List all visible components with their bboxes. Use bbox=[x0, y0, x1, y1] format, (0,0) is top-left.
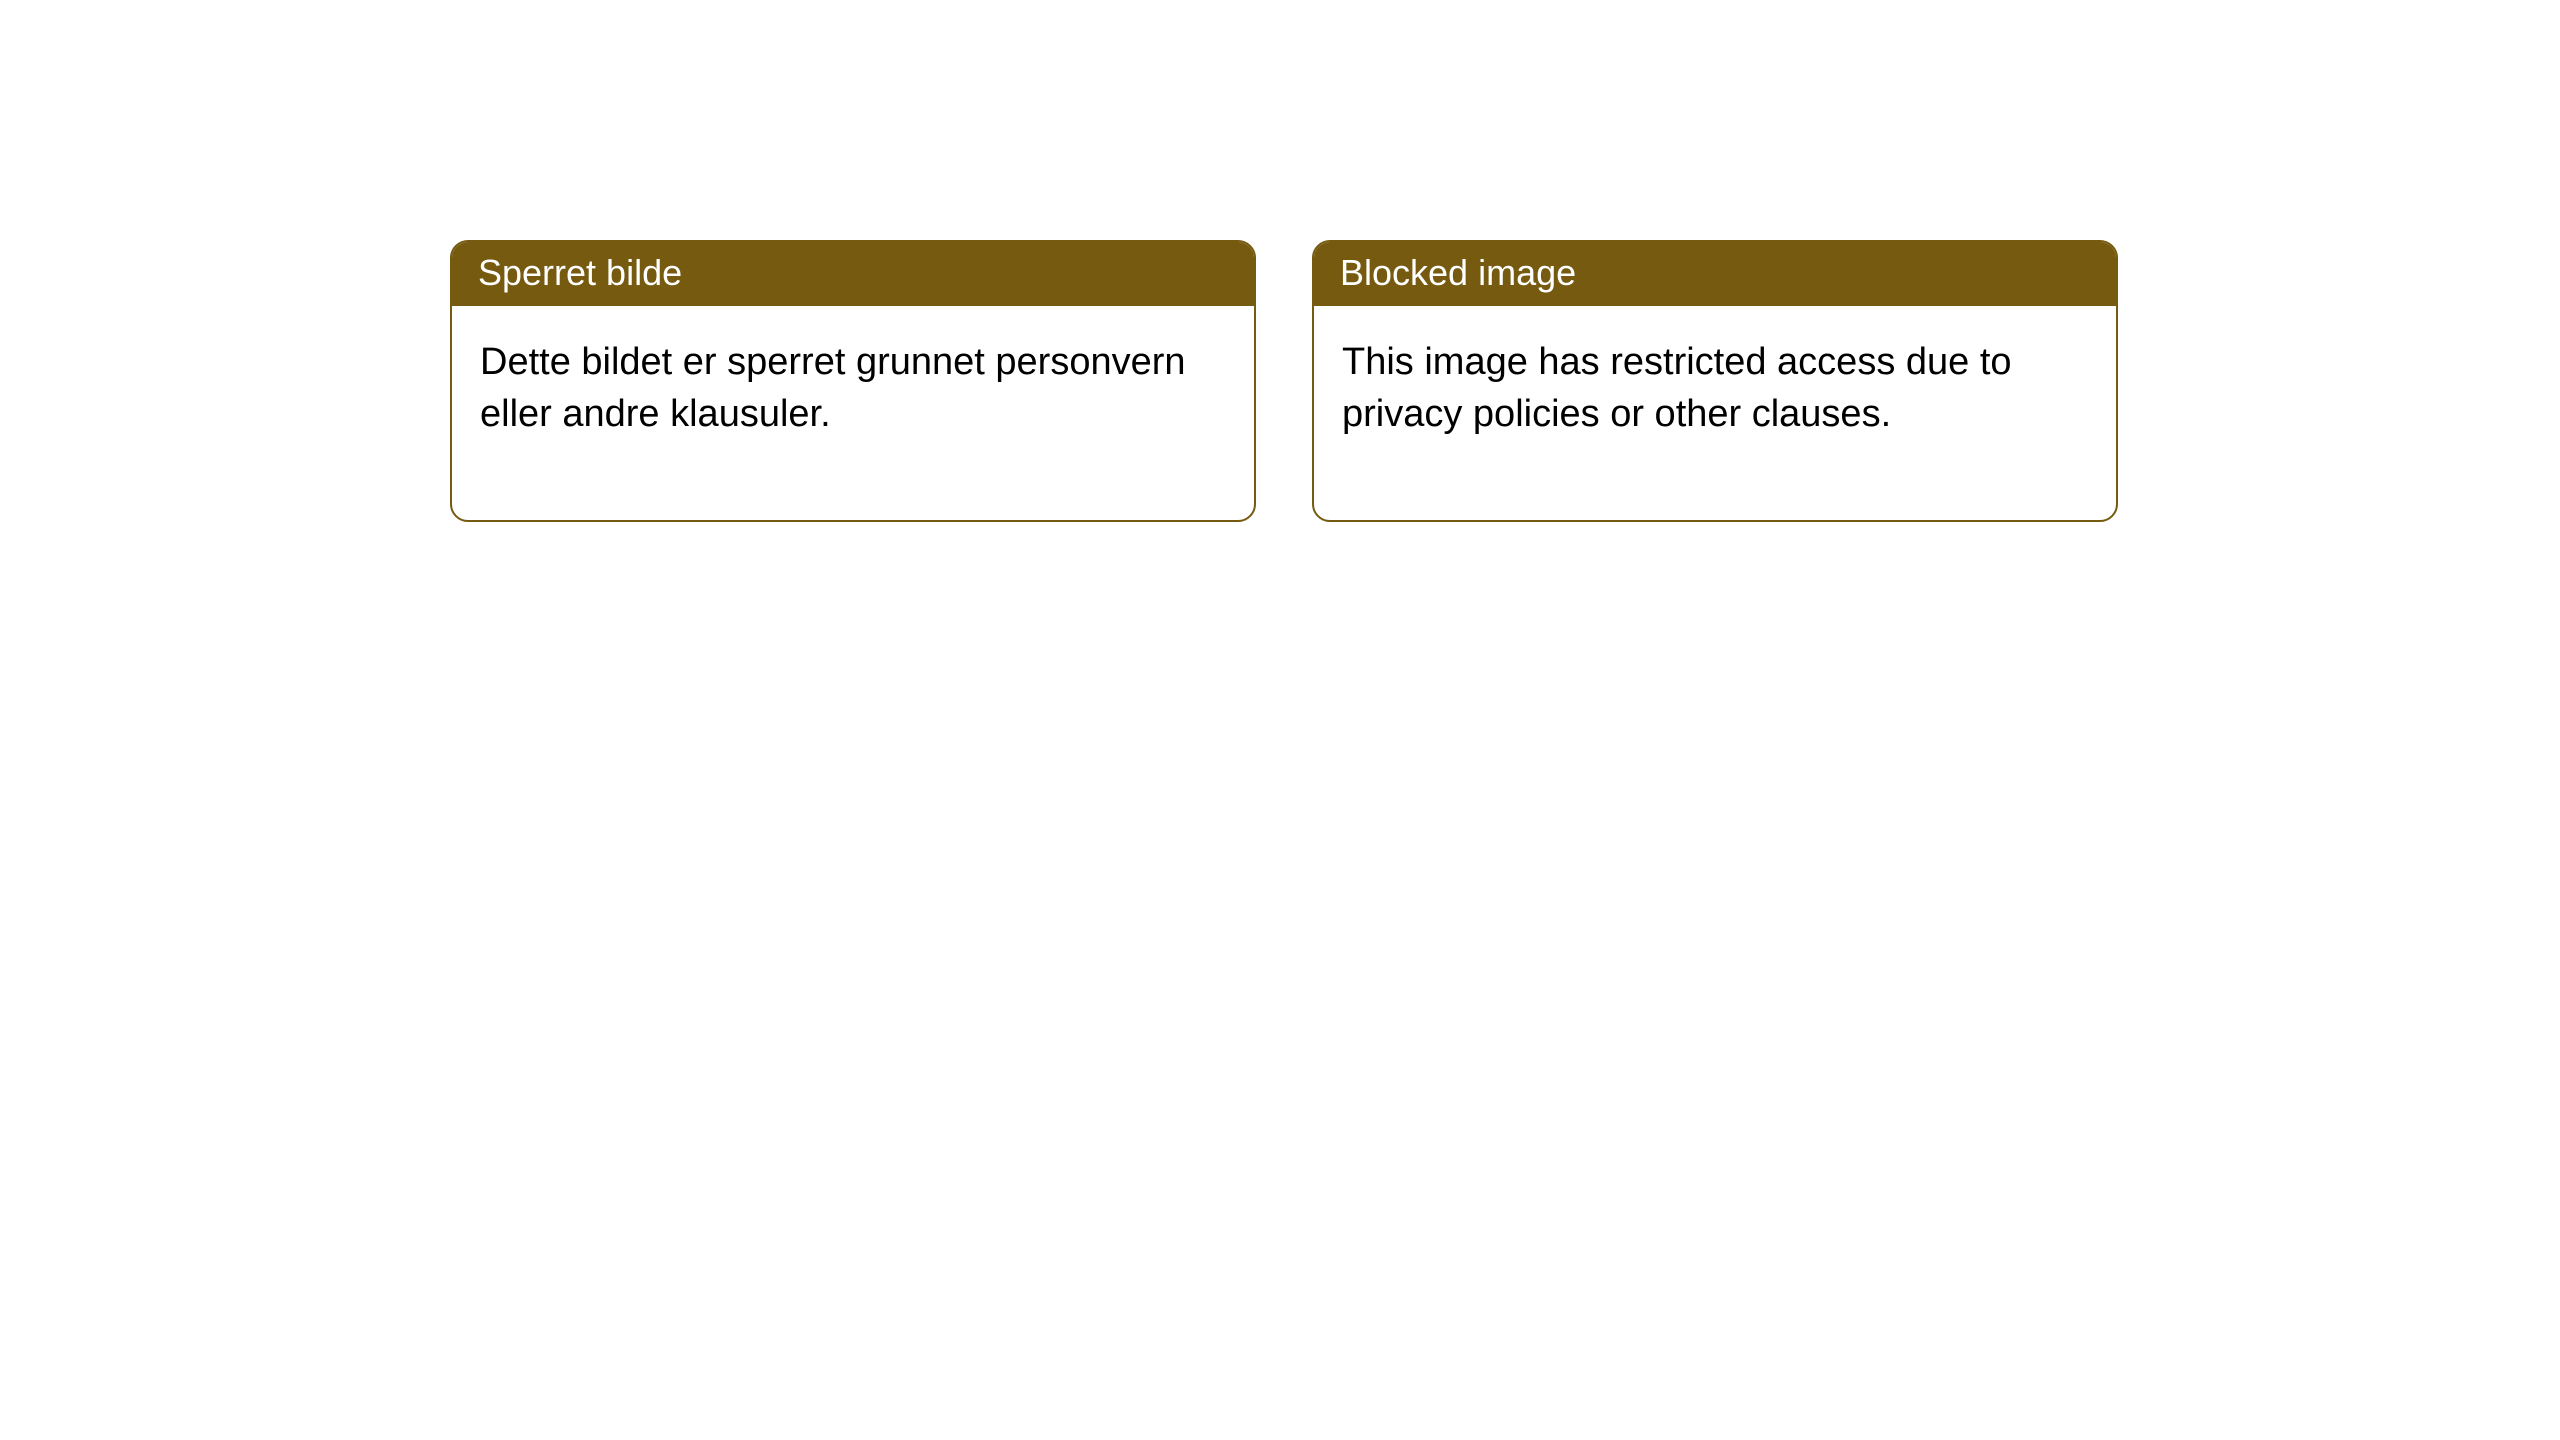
notice-card-english: Blocked image This image has restricted … bbox=[1312, 240, 2118, 522]
notice-card-title: Blocked image bbox=[1314, 242, 2116, 306]
notice-card-norwegian: Sperret bilde Dette bildet er sperret gr… bbox=[450, 240, 1256, 522]
notice-card-body: Dette bildet er sperret grunnet personve… bbox=[452, 306, 1254, 520]
notice-card-body: This image has restricted access due to … bbox=[1314, 306, 2116, 520]
notice-container: Sperret bilde Dette bildet er sperret gr… bbox=[0, 0, 2560, 522]
notice-card-title: Sperret bilde bbox=[452, 242, 1254, 306]
